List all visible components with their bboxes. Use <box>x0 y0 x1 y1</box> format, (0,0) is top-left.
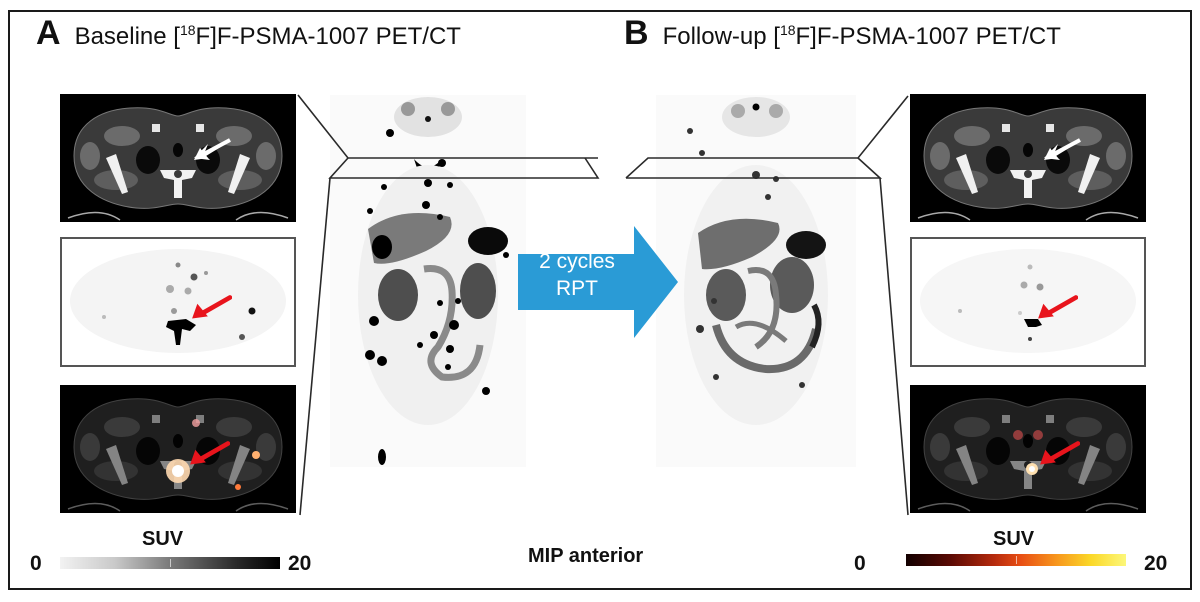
panel-a-title-suffix: F]F-PSMA-1007 PET/CT <box>195 23 461 50</box>
panel-a-pet-slice <box>60 237 296 367</box>
panel-b-colorbar-min: 0 <box>854 552 866 575</box>
panel-a-colorbar-gray <box>60 557 280 569</box>
panel-b-title-suffix: F]F-PSMA-1007 PET/CT <box>795 23 1061 50</box>
panel-b-title: B Follow-up [18F]F-PSMA-1007 PET/CT <box>624 16 1061 50</box>
panel-b-pet-slice <box>910 237 1146 367</box>
rpt-arrow-line2: RPT <box>556 277 598 300</box>
panel-a-title: A Baseline [18F]F-PSMA-1007 PET/CT <box>36 16 461 50</box>
panel-a-title-sup: 18 <box>179 22 196 38</box>
rpt-transition-arrow <box>518 222 678 342</box>
colorbar-midpoint-tick <box>170 559 171 567</box>
rpt-arrow-label: 2 cycles RPT <box>518 248 636 302</box>
panel-a-letter: A <box>36 14 61 52</box>
arrow-right-icon <box>518 226 678 338</box>
panel-b-colorbar-label: SUV <box>993 528 1035 550</box>
panel-b-letter: B <box>624 14 649 52</box>
panel-b-mip-image <box>656 95 856 467</box>
panel-b-colorbar-max: 20 <box>1144 552 1168 575</box>
panel-b-title-sup: 18 <box>779 22 796 38</box>
panel-a-colorbar-max: 20 <box>288 552 312 575</box>
panel-b-colorbar-hot <box>906 554 1126 566</box>
panel-a-mip-image <box>330 95 526 467</box>
panel-b-title-prefix: Follow-up [ <box>662 23 780 50</box>
rpt-arrow-line1: 2 cycles <box>539 250 615 273</box>
panel-a-title-prefix: Baseline [ <box>74 23 180 50</box>
mip-caption: MIP anterior <box>528 545 644 567</box>
panel-b-fused-slice <box>910 385 1146 513</box>
panel-a-colorbar-min: 0 <box>30 552 42 575</box>
panel-b-heading: Follow-up [18F]F-PSMA-1007 PET/CT <box>662 22 1061 50</box>
panel-b-ct-slice <box>910 94 1146 222</box>
panel-a-ct-slice <box>60 94 296 222</box>
panel-a-fused-slice <box>60 385 296 513</box>
panel-a-heading: Baseline [18F]F-PSMA-1007 PET/CT <box>74 22 461 50</box>
colorbar-midpoint-tick <box>1016 556 1017 564</box>
panel-a-colorbar-label: SUV <box>142 528 184 550</box>
